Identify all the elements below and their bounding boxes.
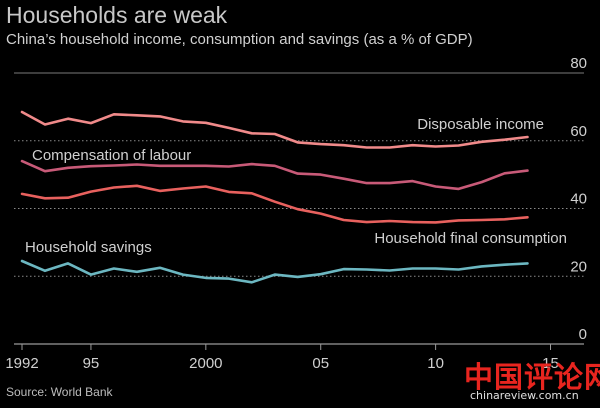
y-tick-label: 20 [570,258,587,275]
x-tick-label: 1992 [5,355,38,372]
chart-title: Households are weak [6,2,228,28]
series-line [20,110,529,149]
series-label: Household savings [25,239,152,256]
series-label: Household final consumption [374,230,567,247]
x-tick-label: 95 [83,355,100,372]
watermark-url: chinareview.com.cn [470,389,579,402]
y-tick-label: 80 [570,55,587,72]
chart-subtitle: China’s household income, consumption an… [6,31,473,48]
series-label: Disposable income [417,116,544,133]
x-tick-label: 10 [427,355,444,372]
x-tick-label: 05 [312,355,329,372]
series-label: Compensation of labour [32,147,191,164]
y-tick-label: 40 [570,191,587,208]
y-tick-label: 60 [570,123,587,140]
y-tick-label: 0 [579,326,587,343]
x-tick-label: 15 [542,355,559,372]
series-line [20,159,529,191]
watermark-logo: 中国评论网 [464,360,600,394]
series-line [20,184,529,224]
series-line [20,259,529,284]
x-tick-label: 2000 [189,355,222,372]
source-note: Source: World Bank [6,385,113,399]
